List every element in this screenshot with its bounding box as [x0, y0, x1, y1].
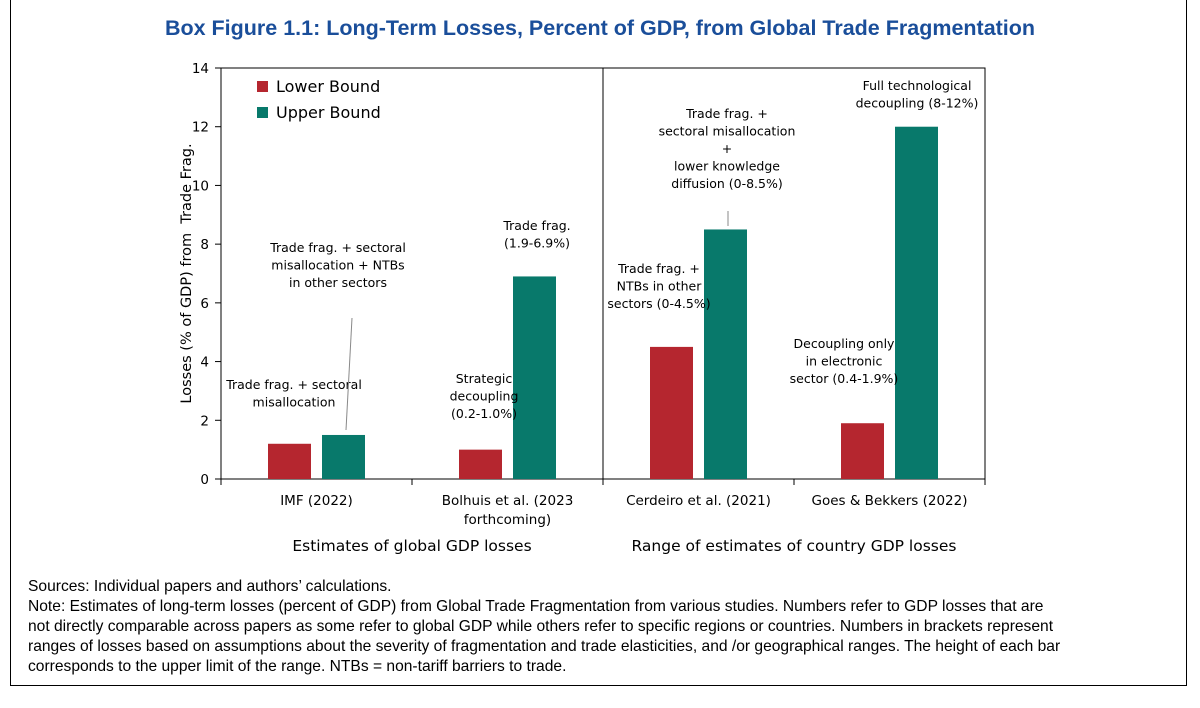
annotation-text: sectoral misallocation	[659, 124, 796, 139]
y-tick-label: 4	[200, 355, 209, 371]
annotation-text: +	[722, 141, 732, 156]
annotation-text: Trade frag. + sectoral	[225, 377, 362, 392]
y-tick-label: 2	[200, 413, 209, 429]
bar-lower-bound	[841, 423, 884, 479]
annotation-text: sector (0.4-1.9%)	[790, 371, 899, 386]
y-tick-label: 6	[200, 296, 209, 312]
y-tick-label: 12	[192, 120, 209, 136]
annotation-text: decoupling (8-12%)	[856, 96, 979, 111]
annotation-leader	[345, 317, 353, 431]
figure-frame	[10, 0, 1187, 686]
chart-title: Box Figure 1.1: Long-Term Losses, Percen…	[164, 16, 1036, 40]
note-line: not directly comparable across papers as…	[28, 618, 1054, 635]
annotation-text: Strategic	[456, 371, 513, 386]
x-tick-label: Cerdeiro et al. (2021)	[626, 493, 771, 509]
annotation-text: Trade frag. +	[617, 261, 700, 276]
y-tick-label: 10	[192, 178, 209, 194]
annotation-text: lower knowledge	[674, 159, 780, 174]
legend-label: Upper Bound	[276, 103, 381, 122]
note-line: corresponds to the upper limit of the ra…	[28, 658, 567, 675]
sources-text: Sources: Individual papers and authors’ …	[28, 578, 392, 595]
annotation-text: misallocation + NTBs	[271, 258, 404, 273]
figure-notes: Sources: Individual papers and authors’ …	[28, 577, 1178, 677]
annotation-text: diffusion (0-8.5%)	[671, 176, 782, 191]
annotation-text: Trade frag.	[502, 218, 570, 233]
x-tick-label: Goes & Bekkers (2022)	[812, 493, 968, 509]
y-tick-label: 14	[192, 61, 209, 77]
note-line: ranges of losses based on assumptions ab…	[28, 638, 1061, 655]
legend-swatch	[257, 81, 268, 92]
group-label: Range of estimates of country GDP losses	[632, 537, 957, 555]
note-line: Note: Estimates of long-term losses (per…	[28, 598, 1044, 615]
group-label: Estimates of global GDP losses	[292, 537, 531, 555]
bar-chart: 0 2 4 6 8 10 12 14 Losses (% of GDP) from Trade …	[179, 61, 986, 555]
annotation-text: misallocation	[253, 395, 336, 410]
x-tick-label: forthcoming)	[464, 512, 551, 528]
annotation-text: Decoupling only	[794, 336, 896, 351]
bar-upper-bound	[704, 229, 747, 479]
annotation-text: NTBs in other	[617, 279, 703, 294]
y-tick-label: 8	[200, 237, 209, 253]
bar-upper-bound	[322, 434, 365, 479]
bar-lower-bound	[268, 443, 311, 479]
bar-upper-bound	[513, 276, 556, 479]
bar-lower-bound	[650, 346, 693, 479]
annotation-text: (1.9-6.9%)	[504, 236, 570, 251]
annotation-text: in other sectors	[289, 275, 387, 290]
y-axis-label: Losses (% of GDP) from Trade Frag.	[179, 143, 195, 403]
y-tick-label: 0	[200, 472, 209, 488]
annotation-text: in electronic	[806, 354, 883, 369]
legend-swatch	[257, 107, 268, 118]
x-tick-label: Bolhuis et al. (2023	[442, 493, 574, 509]
bar-upper-bound	[895, 126, 938, 479]
legend-label: Lower Bound	[276, 77, 380, 96]
annotation-text: decoupling	[450, 389, 519, 404]
annotation-text: (0.2-1.0%)	[451, 406, 517, 421]
annotation-text: Trade frag. + sectoral	[269, 240, 406, 255]
bar-lower-bound	[459, 449, 502, 479]
annotation-text: sectors (0-4.5%)	[607, 296, 710, 311]
x-tick-label: IMF (2022)	[280, 493, 353, 509]
annotation-text: Trade frag. +	[685, 106, 768, 121]
annotation-text: Full technological	[863, 78, 972, 93]
